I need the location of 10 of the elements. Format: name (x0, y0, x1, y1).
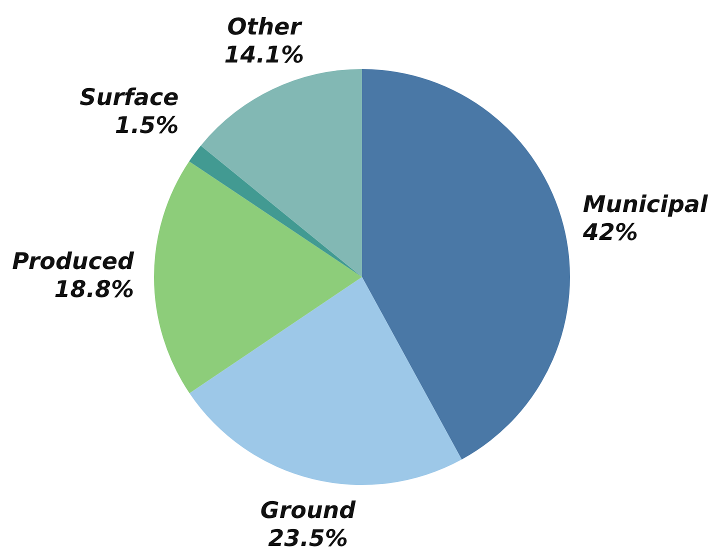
data-label: 42% (582, 220, 638, 246)
slice-label: Municipal (582, 192, 709, 218)
slice-label: Surface (80, 84, 179, 111)
data-label: 14.1% (224, 42, 304, 69)
slice-label: Other (227, 14, 303, 41)
slice-label: Produced (12, 248, 135, 275)
data-label: 23.5% (268, 526, 348, 552)
data-label: 1.5% (114, 112, 179, 139)
slice-label: Ground (260, 498, 356, 524)
data-label: 18.8% (54, 276, 134, 303)
